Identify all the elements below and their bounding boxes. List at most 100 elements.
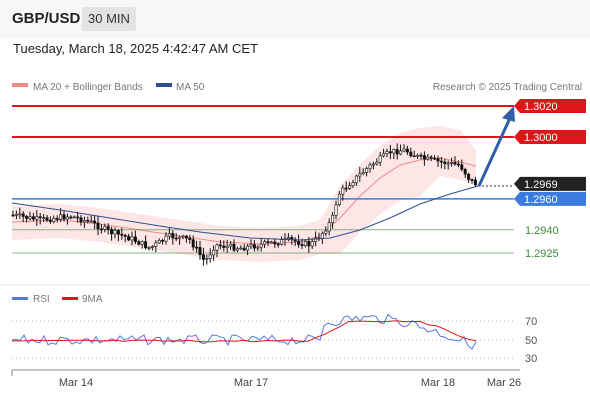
candle-body [45,217,49,221]
candle-body [446,162,450,165]
level-tag-bg-pivot [514,191,586,206]
candle-body [113,230,117,235]
candle-body [35,216,39,220]
candle-body [242,247,246,251]
candle-body [402,148,406,152]
candle-body [416,154,420,157]
candle-body [453,161,457,165]
candle-body [252,244,256,249]
candle-body [269,241,273,244]
candle-body [201,254,205,260]
ma50-legend-label: MA 50 [176,82,205,93]
candle-body [21,213,25,217]
candle-body [140,241,144,245]
level-lines [12,105,514,254]
target-arrow [477,106,515,187]
candle-body [263,241,267,245]
candle-body [327,222,331,232]
legend: MA 20 + Bollinger Bands MA 50 Research ©… [12,82,582,93]
candle-body [256,246,260,249]
candle-body [473,179,477,186]
candle-body [348,185,352,189]
level-tag-bg-current [514,176,586,191]
ma50-swatch [156,83,172,87]
candle-body [110,229,114,235]
rsi-legend: RSI 9MA [12,294,103,305]
candle-body [351,182,355,186]
level-tag-resistance: 1.3020 [524,101,558,113]
candle-body [405,148,409,153]
candle-body [218,244,222,247]
chart-header: GBP/USD 30 MIN [0,0,590,38]
candle-body [303,241,307,246]
candle-body [388,151,392,154]
candle-body [331,214,335,224]
target-arrow-head [502,106,515,122]
candle-body [320,233,324,239]
candle-body [344,187,348,190]
candle-body [191,239,195,248]
candle-body [181,235,185,238]
candle-body [436,158,440,162]
level-tag-support: 1.2925 [525,248,559,260]
candle-body [62,214,66,220]
candle-body [164,235,168,242]
candle-body [280,239,284,245]
candle-body [266,241,270,243]
level-tag-resistance: 1.3000 [524,132,558,144]
candle-body [171,233,175,239]
rsi-tick-50: 50 [525,335,537,347]
candle-body [422,155,426,160]
candle-body [184,235,188,239]
candle-body [42,217,46,219]
candle-body [150,246,154,248]
candle-body [72,216,76,219]
candle-body [188,237,192,240]
candle-body [354,175,358,184]
candle-body [178,236,182,239]
candle-body [120,233,124,236]
symbol-label: GBP/USD [12,10,81,27]
candle-body [212,250,216,256]
candle-body [361,172,365,175]
candle-body [443,161,447,165]
candle-body [225,245,229,248]
candle-body [412,155,416,158]
candle-body [419,154,423,157]
candle-body [215,244,219,251]
x-label-mar14: Mar 14 [59,377,93,389]
candle-body [382,153,386,157]
candle-body [55,218,59,220]
credit-text: Research © 2025 Trading Central [433,82,582,93]
candle-body [307,241,311,247]
candle-body [52,218,56,222]
candle-body [89,220,93,223]
rsi-tick-70: 70 [525,316,537,328]
candle-body [365,168,369,173]
candle-body [59,214,63,220]
candle-body [137,241,141,245]
candle-body [337,193,341,206]
candle-body [229,243,233,247]
candle-body [368,164,372,169]
candle-body [358,173,362,177]
candle-body [439,160,443,163]
candle-body [208,254,212,259]
candle-body [31,216,35,220]
candle-body [324,230,328,234]
timestamp: Tuesday, March 18, 2025 4:42:47 AM CET [13,41,258,56]
rsi-legend-label: RSI [33,294,50,305]
interval-button[interactable]: 30 MIN [82,7,136,31]
candle-body [28,216,32,219]
candle-body [222,245,226,248]
candle-body [300,244,304,246]
rsi-line [11,313,477,350]
candle-body [246,245,250,251]
ma20-swatch [12,83,28,87]
candle-body [167,233,171,237]
x-label-mar18: Mar 18 [421,377,455,389]
ma20-legend-label: MA 20 + Bollinger Bands [33,82,143,93]
candle-body [273,241,277,245]
candle-body [48,219,52,222]
